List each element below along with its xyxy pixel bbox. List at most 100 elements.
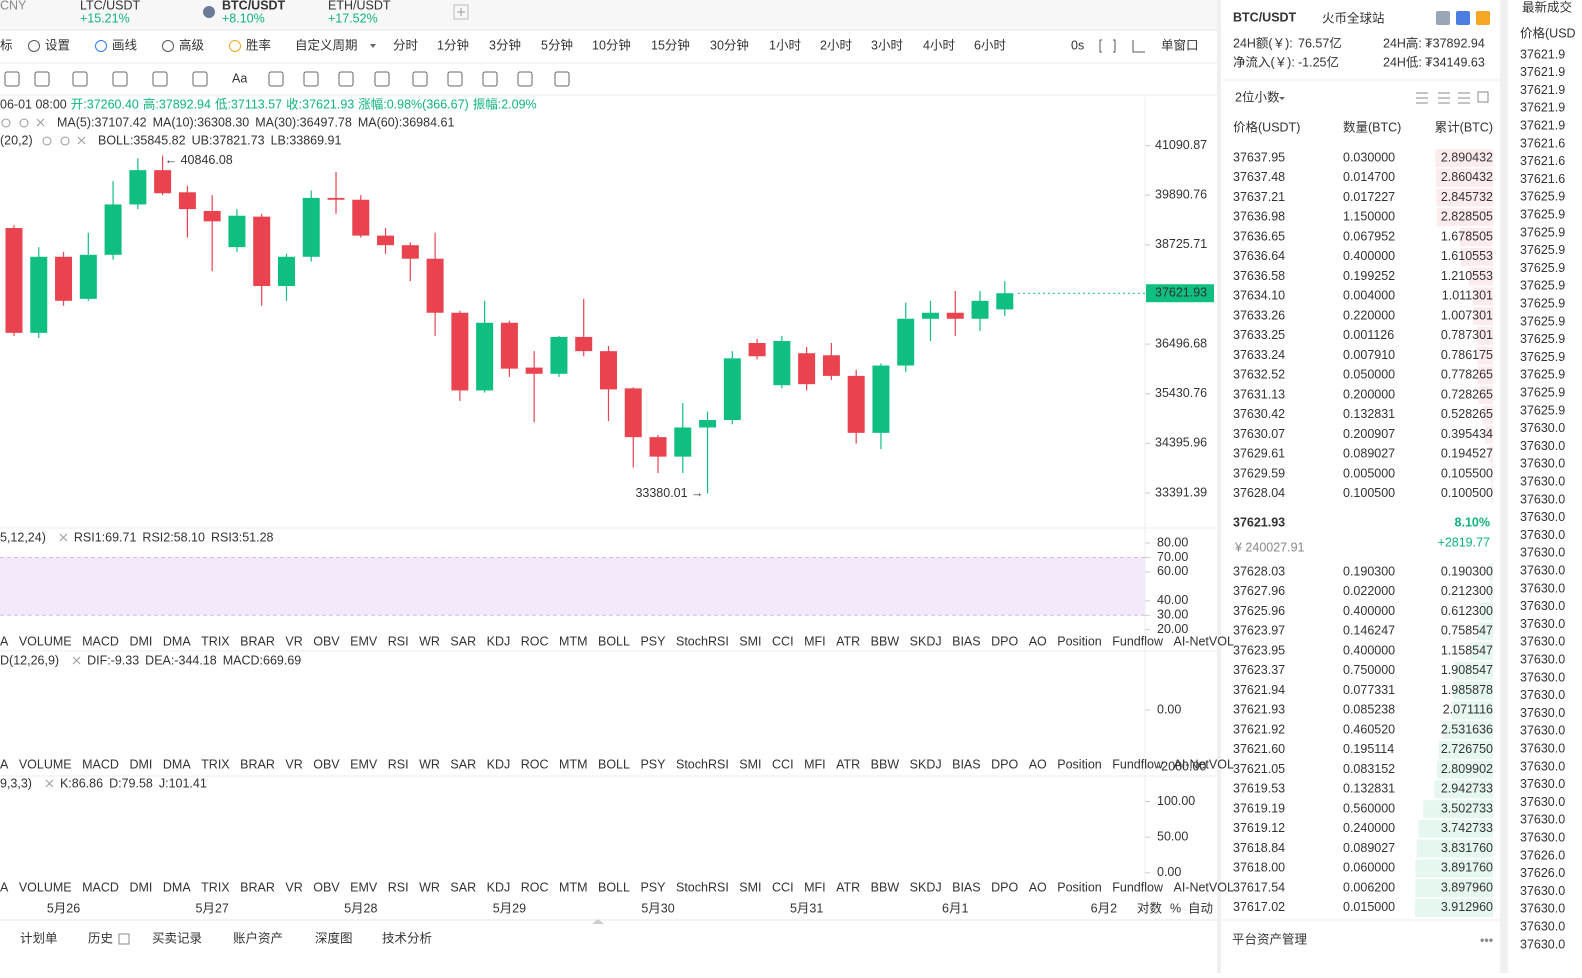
more[interactable]: ••• bbox=[1480, 933, 1493, 947]
splitter[interactable] bbox=[1500, 0, 1508, 973]
indicator-tab[interactable]: DMI bbox=[129, 757, 152, 771]
indicator-tab[interactable]: Position bbox=[1057, 880, 1102, 894]
indicator-tab[interactable]: RSI bbox=[388, 757, 409, 771]
tool-icon[interactable] bbox=[303, 71, 319, 87]
collapse[interactable] bbox=[592, 919, 604, 924]
toolbar-item[interactable]: 设置 bbox=[45, 37, 70, 52]
toolbar-item[interactable]: 30分钟 bbox=[710, 37, 749, 52]
indicator-tab[interactable]: PSY bbox=[640, 880, 666, 894]
indicator-tab[interactable]: A bbox=[0, 757, 9, 771]
indicator-tab[interactable]: StochRSI bbox=[676, 634, 729, 648]
toolbar-item[interactable]: 4小时 bbox=[923, 38, 955, 52]
tab-name[interactable]: ETH/USDT bbox=[328, 0, 391, 12]
indicator-tab[interactable]: VOLUME bbox=[19, 634, 72, 648]
indicator-tab[interactable]: WR bbox=[419, 757, 440, 771]
toolbar-item[interactable]: 0s bbox=[1071, 38, 1084, 52]
toolbar-item[interactable]: 标 bbox=[0, 38, 13, 52]
indicator-tab[interactable]: BBW bbox=[871, 634, 900, 648]
axis-control[interactable]: 自动 bbox=[1188, 901, 1213, 915]
indicator-tab[interactable]: BOLL bbox=[598, 757, 630, 771]
indicator-tab[interactable]: VOLUME bbox=[19, 880, 72, 894]
indicator-tab[interactable]: Fundflow bbox=[1112, 634, 1164, 648]
indicator-tab[interactable]: PSY bbox=[640, 634, 666, 648]
indicator-tab[interactable]: EMV bbox=[350, 757, 378, 771]
toolbar-item[interactable]: 2小时 bbox=[820, 38, 852, 52]
tool-icon[interactable] bbox=[447, 71, 463, 87]
indicator-tab[interactable]: SAR bbox=[450, 634, 476, 648]
tool-icon[interactable] bbox=[374, 71, 390, 87]
indicator-tab[interactable]: VOLUME bbox=[19, 757, 72, 771]
indicator-tab[interactable]: MTM bbox=[559, 880, 587, 894]
indicator-tab[interactable]: CCI bbox=[772, 634, 794, 648]
indicator-tab[interactable]: VR bbox=[285, 757, 302, 771]
toolbar-item[interactable]: 5分钟 bbox=[541, 37, 573, 52]
indicator-tab[interactable]: AO bbox=[1029, 880, 1047, 894]
toolbar-item[interactable]: 3分钟 bbox=[489, 37, 521, 52]
add-tab[interactable] bbox=[453, 4, 469, 20]
indicator-tab[interactable]: MFI bbox=[804, 880, 826, 894]
tool-icon[interactable] bbox=[338, 71, 354, 87]
indicator-tab[interactable]: MTM bbox=[559, 757, 587, 771]
indicator-tab[interactable]: MACD bbox=[82, 880, 119, 894]
toolbar-item[interactable]: 6小时 bbox=[974, 38, 1006, 52]
tool-icon[interactable] bbox=[412, 71, 428, 87]
indicator-tab[interactable]: SMI bbox=[739, 757, 761, 771]
tool-icon[interactable] bbox=[34, 71, 50, 87]
indicator-tab[interactable]: RSI bbox=[388, 634, 409, 648]
indicator-tab[interactable]: MTM bbox=[559, 634, 587, 648]
indicator-tab[interactable]: A bbox=[0, 880, 9, 894]
indicator-tab[interactable]: SAR bbox=[450, 757, 476, 771]
toolbar-item[interactable]: 3小时 bbox=[871, 38, 903, 52]
indicator-tab[interactable]: AO bbox=[1029, 757, 1047, 771]
indicator-tab[interactable]: TRIX bbox=[201, 634, 230, 648]
decimals[interactable]: 2位小数 bbox=[1235, 89, 1280, 104]
indicator-tab[interactable]: ROC bbox=[521, 634, 549, 648]
indicator-tab[interactable]: WR bbox=[419, 634, 440, 648]
bottom-tab[interactable]: 买卖记录 bbox=[152, 931, 202, 945]
book-icons[interactable] bbox=[1416, 91, 1489, 104]
indicator-tab[interactable]: DMA bbox=[163, 634, 191, 648]
toolbar-item[interactable]: 单窗口 bbox=[1161, 38, 1199, 52]
tool-icon[interactable] bbox=[72, 71, 88, 87]
indicator-tab[interactable]: MACD bbox=[82, 634, 119, 648]
indicator-tab[interactable]: AO bbox=[1029, 634, 1047, 648]
tool-icon[interactable] bbox=[482, 71, 498, 87]
toolbar-item[interactable]: 分时 bbox=[393, 38, 419, 52]
tool-icon[interactable] bbox=[554, 71, 570, 87]
icon[interactable] bbox=[1456, 11, 1470, 25]
indicator-tab[interactable]: CCI bbox=[772, 757, 794, 771]
indicator-tab[interactable]: Fundflow bbox=[1112, 757, 1164, 771]
indicator-tab[interactable]: ATR bbox=[836, 757, 860, 771]
indicator-tab[interactable]: ATR bbox=[836, 634, 860, 648]
indicator-tab[interactable]: Position bbox=[1057, 757, 1102, 771]
indicator-tab[interactable]: AI-NetVOL bbox=[1173, 634, 1233, 648]
indicator-tab[interactable]: CCI bbox=[772, 880, 794, 894]
indicator-tab[interactable]: DPO bbox=[991, 634, 1018, 648]
indicator-tab[interactable]: BBW bbox=[871, 880, 900, 894]
indicator-tab[interactable]: DMA bbox=[163, 880, 191, 894]
bottom-tab[interactable]: 技术分析 bbox=[382, 931, 432, 945]
indicator-tab[interactable]: WR bbox=[419, 880, 440, 894]
indicator-tab[interactable]: PSY bbox=[640, 757, 666, 771]
indicator-tab[interactable]: StochRSI bbox=[676, 880, 729, 894]
tool-icon[interactable] bbox=[112, 71, 128, 87]
indicator-tab[interactable]: BRAR bbox=[240, 757, 275, 771]
indicator-tab[interactable]: RSI bbox=[388, 880, 409, 894]
indicator-tab[interactable]: VR bbox=[285, 634, 302, 648]
toolbar-item[interactable]: 15分钟 bbox=[651, 37, 690, 52]
indicator-tab[interactable]: BRAR bbox=[240, 880, 275, 894]
indicator-tab[interactable]: VR bbox=[285, 880, 302, 894]
tool-icon[interactable] bbox=[4, 71, 20, 87]
bottom-tab[interactable]: 深度图 bbox=[315, 930, 353, 945]
indicator-tab[interactable]: Position bbox=[1057, 634, 1102, 648]
indicator-tab[interactable]: A bbox=[0, 634, 9, 648]
tool-icon[interactable] bbox=[192, 71, 208, 87]
axis-control[interactable]: 对数 bbox=[1137, 900, 1163, 915]
indicator-tab[interactable]: DPO bbox=[991, 880, 1018, 894]
axis-control[interactable]: % bbox=[1170, 901, 1181, 915]
indicator-tab[interactable]: OBV bbox=[313, 634, 340, 648]
tool-icon[interactable] bbox=[268, 71, 284, 87]
indicator-tab[interactable]: SAR bbox=[450, 880, 476, 894]
indicator-tab[interactable]: SKDJ bbox=[910, 880, 942, 894]
indicator-tab[interactable]: DMI bbox=[129, 880, 152, 894]
